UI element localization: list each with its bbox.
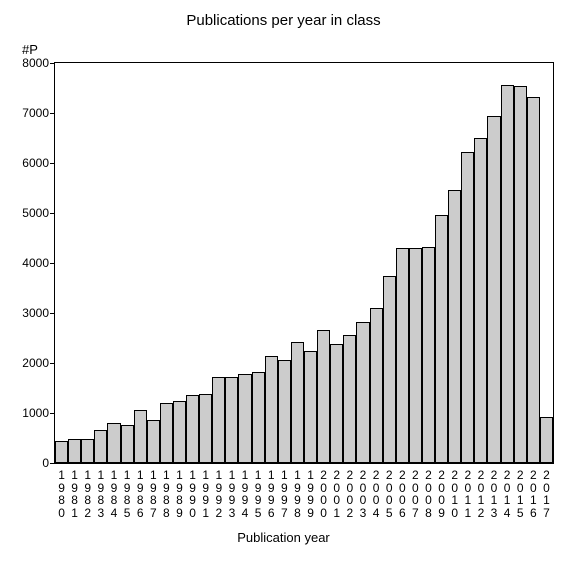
bar bbox=[474, 138, 487, 464]
xtick-label: 1 9 8 6 bbox=[134, 463, 147, 519]
bar bbox=[343, 335, 356, 463]
bar bbox=[212, 377, 225, 463]
bar bbox=[330, 344, 343, 464]
bar bbox=[422, 247, 435, 463]
bar bbox=[278, 360, 291, 463]
xtick-label: 2 0 0 1 bbox=[330, 463, 343, 519]
xtick-label: 2 0 0 9 bbox=[435, 463, 448, 519]
xtick-label: 2 0 0 7 bbox=[409, 463, 422, 519]
y-axis-unit-label: #P bbox=[22, 42, 38, 57]
xtick-label: 1 9 9 1 bbox=[199, 463, 212, 519]
xtick-label: 1 9 8 4 bbox=[107, 463, 120, 519]
xtick-label: 1 9 8 5 bbox=[121, 463, 134, 519]
bar bbox=[199, 394, 212, 463]
xtick-label: 1 9 8 0 bbox=[55, 463, 68, 519]
xtick-label: 2 0 1 6 bbox=[527, 463, 540, 519]
xtick-label: 2 0 1 7 bbox=[540, 463, 553, 519]
xtick-label: 1 9 9 6 bbox=[265, 463, 278, 519]
ytick-label: 3000 bbox=[22, 306, 55, 320]
bar bbox=[304, 351, 317, 463]
bar bbox=[317, 330, 330, 463]
ytick-label: 8000 bbox=[22, 56, 55, 70]
bar bbox=[68, 439, 81, 464]
xtick-label: 1 9 8 9 bbox=[173, 463, 186, 519]
bar bbox=[186, 395, 199, 463]
bar bbox=[173, 401, 186, 463]
ytick-label: 0 bbox=[42, 456, 55, 470]
bar bbox=[81, 439, 94, 464]
ytick-label: 6000 bbox=[22, 156, 55, 170]
bar bbox=[160, 403, 173, 464]
xtick-label: 2 0 1 5 bbox=[514, 463, 527, 519]
bar bbox=[55, 441, 68, 464]
xtick-label: 2 0 0 2 bbox=[343, 463, 356, 519]
bar bbox=[487, 116, 500, 464]
bar bbox=[514, 86, 527, 463]
ytick-label: 1000 bbox=[22, 406, 55, 420]
xtick-label: 2 0 0 0 bbox=[317, 463, 330, 519]
bar bbox=[527, 97, 540, 463]
bar bbox=[461, 152, 474, 464]
bar bbox=[94, 430, 107, 463]
xtick-label: 1 9 8 1 bbox=[68, 463, 81, 519]
xtick-label: 2 0 1 1 bbox=[461, 463, 474, 519]
bar bbox=[435, 215, 448, 463]
bar bbox=[409, 248, 422, 463]
chart-container: Publications per year in class #P 010002… bbox=[0, 0, 567, 567]
x-axis-label: Publication year bbox=[0, 530, 567, 545]
xtick-label: 2 0 1 4 bbox=[501, 463, 514, 519]
xtick-label: 2 0 0 8 bbox=[422, 463, 435, 519]
ytick-label: 5000 bbox=[22, 206, 55, 220]
xtick-label: 1 9 9 2 bbox=[212, 463, 225, 519]
xtick-label: 1 9 8 3 bbox=[94, 463, 107, 519]
xtick-label: 2 0 0 6 bbox=[396, 463, 409, 519]
bar bbox=[540, 417, 553, 464]
xtick-label: 1 9 9 3 bbox=[225, 463, 238, 519]
xtick-label: 2 0 0 4 bbox=[370, 463, 383, 519]
bar bbox=[121, 425, 134, 464]
ytick-label: 7000 bbox=[22, 106, 55, 120]
bar bbox=[448, 190, 461, 464]
chart-title: Publications per year in class bbox=[0, 12, 567, 29]
bar bbox=[265, 356, 278, 463]
ytick-label: 2000 bbox=[22, 356, 55, 370]
xtick-label: 1 9 9 8 bbox=[291, 463, 304, 519]
bar bbox=[225, 377, 238, 463]
ytick-label: 4000 bbox=[22, 256, 55, 270]
xtick-label: 2 0 1 2 bbox=[474, 463, 487, 519]
xtick-label: 2 0 1 3 bbox=[487, 463, 500, 519]
xtick-label: 1 9 8 7 bbox=[147, 463, 160, 519]
bar bbox=[383, 276, 396, 463]
xtick-label: 1 9 9 0 bbox=[186, 463, 199, 519]
xtick-label: 2 0 0 3 bbox=[356, 463, 369, 519]
xtick-label: 1 9 8 2 bbox=[81, 463, 94, 519]
bar bbox=[134, 410, 147, 464]
bar bbox=[252, 372, 265, 464]
bar bbox=[238, 374, 251, 464]
bar bbox=[107, 423, 120, 464]
bar bbox=[501, 85, 514, 464]
xtick-label: 2 0 0 5 bbox=[383, 463, 396, 519]
xtick-label: 2 0 1 0 bbox=[448, 463, 461, 519]
xtick-label: 1 9 9 9 bbox=[304, 463, 317, 519]
xtick-label: 1 9 9 4 bbox=[238, 463, 251, 519]
bar bbox=[396, 248, 409, 463]
bar bbox=[370, 308, 383, 463]
xtick-label: 1 9 8 8 bbox=[160, 463, 173, 519]
bar bbox=[356, 322, 369, 463]
plot-area: 0100020003000400050006000700080001 9 8 0… bbox=[54, 62, 554, 464]
bar bbox=[291, 342, 304, 464]
xtick-label: 1 9 9 5 bbox=[252, 463, 265, 519]
bar bbox=[147, 420, 160, 464]
xtick-label: 1 9 9 7 bbox=[278, 463, 291, 519]
